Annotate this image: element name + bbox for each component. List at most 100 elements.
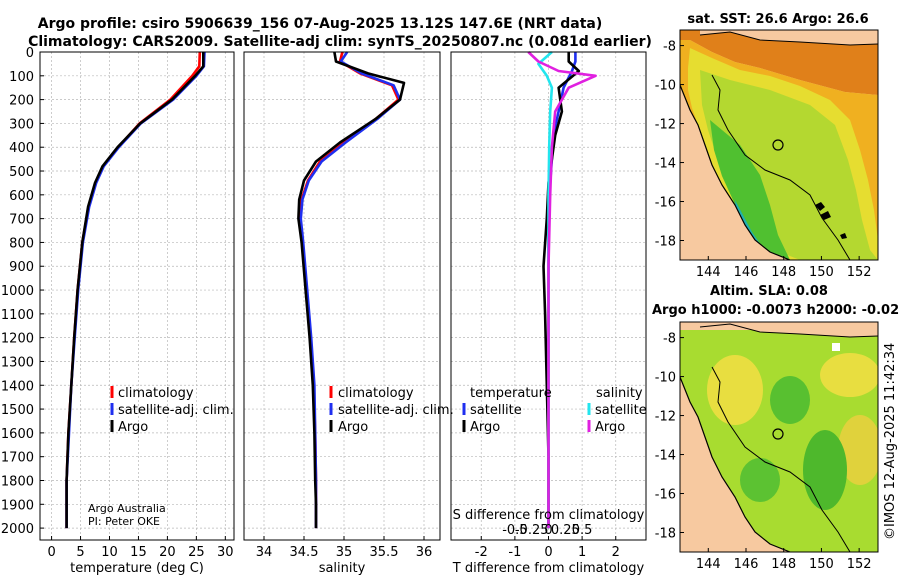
map-y-tick-label: -16 <box>655 488 676 503</box>
map-x-tick-label: 150 <box>809 265 834 280</box>
map-y-tick-label: -18 <box>655 527 676 542</box>
series-line <box>65 52 205 529</box>
secondary-tick-label: 0.5 <box>572 523 593 538</box>
salinity-legend: climatology satellite-adj. clim. Argo <box>329 386 454 435</box>
credit-line2: PI: Peter OKE <box>88 515 160 528</box>
y-tick-label: 200 <box>9 94 34 109</box>
series-line <box>297 51 406 529</box>
x-tick-label: 34 <box>256 545 273 560</box>
credit-line1: Argo Australia <box>88 502 166 515</box>
y-tick-label: 1600 <box>1 427 34 442</box>
x-tick-label: 34.5 <box>290 545 319 560</box>
sla-map-low-1 <box>770 376 810 424</box>
sla-map-title-line1: Altim. SLA: 0.08 <box>710 284 828 299</box>
map-ticks: 144 146 148 150 152 -8 -10 -12 -14 -16 -18 144 146 14… <box>655 40 872 572</box>
x-axis-label: T difference from climatology <box>452 561 645 576</box>
sst-map-title: sat. SST: 26.6 Argo: 26.6 <box>687 12 868 27</box>
legend-climatology-label: climatology <box>118 386 194 401</box>
y-tick-label: 0 <box>26 46 34 61</box>
map-x-tick-label: 150 <box>809 557 834 572</box>
x-tick-label: -2 <box>475 545 488 560</box>
y-tick-label: 600 <box>9 189 34 204</box>
x-tick-label: 25 <box>188 545 205 560</box>
legend-diff-temperature-title: temperature <box>470 386 552 401</box>
sla-map-coastline <box>680 376 791 552</box>
sst-map <box>679 29 879 261</box>
map-y-tick-label: -10 <box>655 79 676 94</box>
legend-s-argo-label: Argo <box>338 420 368 435</box>
sla-map-png <box>700 322 878 337</box>
figure-title-line2: Climatology: CARS2009. Satellite-adj cli… <box>28 34 652 50</box>
x-axis-label: salinity <box>319 561 366 576</box>
sla-map-png-coast <box>699 323 878 338</box>
sla-map-high-1 <box>707 355 763 425</box>
x-tick-label: 0 <box>47 545 55 560</box>
x-tick-label: 10 <box>101 545 118 560</box>
map-y-tick-label: -8 <box>663 40 676 55</box>
map-y-tick-label: -18 <box>655 235 676 250</box>
sst-map-ocean-green <box>710 120 790 260</box>
y-tick-label: 1300 <box>1 355 34 370</box>
map-x-tick-label: 146 <box>734 557 759 572</box>
map-x-tick-label: 146 <box>734 265 759 280</box>
map-y-tick-label: -10 <box>655 371 676 386</box>
legend-diff-salinity-title: salinity <box>596 386 643 401</box>
sla-map <box>679 321 879 553</box>
x-tick-label: 15 <box>130 545 147 560</box>
y-tick-label: 100 <box>9 70 34 85</box>
y-tick-label: 1000 <box>1 284 34 299</box>
figure-title-line1: Argo profile: csiro 5906639_156 07-Aug-2… <box>38 16 602 32</box>
secondary-tick-label: 0.25 <box>551 523 580 538</box>
x-tick-label: 35.5 <box>370 545 399 560</box>
secondary-tick-label: -0.5 <box>502 523 527 538</box>
sst-map-reef-contour <box>711 74 851 260</box>
sst-map-argo-marker <box>772 139 784 151</box>
legend-argo-label: Argo <box>118 420 148 435</box>
temperature-legend: climatology satellite-adj. clim. Argo <box>110 386 234 435</box>
x-tick-label: 20 <box>159 545 176 560</box>
map-x-tick-label: 152 <box>847 265 872 280</box>
sst-map-coastline <box>680 84 791 260</box>
y-tick-label: 1500 <box>1 403 34 418</box>
y-tick-label: 800 <box>9 236 34 251</box>
map-y-tick-label: -14 <box>655 157 676 172</box>
map-x-tick-label: 148 <box>771 557 796 572</box>
plot-frame <box>243 51 441 541</box>
legend-diff-s-argo-label: Argo <box>595 420 625 435</box>
y-tick-label: 1200 <box>1 332 34 347</box>
legend-diff-s-satellite-label: satellite <box>595 403 647 418</box>
x-tick-label: 0 <box>544 545 552 560</box>
x-tick-label: 1 <box>578 545 586 560</box>
temperature-panel: 0 5 10 15 20 25 30 temperature (deg C) 0 100 200 30… <box>1 46 235 576</box>
map-x-tick-label: 144 <box>696 557 721 572</box>
x-tick-label: 5 <box>76 545 84 560</box>
sst-map-australia <box>680 85 790 260</box>
y-tick-label: 300 <box>9 117 34 132</box>
y-tick-label: 1400 <box>1 379 34 394</box>
legend-s-climatology-label: climatology <box>338 386 414 401</box>
legend-s-satellite-label: satellite-adj. clim. <box>338 403 454 418</box>
y-tick-label: 500 <box>9 165 34 180</box>
sla-map-australia <box>680 377 790 552</box>
map-y-tick-label: -14 <box>655 449 676 464</box>
y-tick-label: 400 <box>9 141 34 156</box>
sst-map-reefs <box>815 202 847 239</box>
x-tick-label: 36 <box>416 545 433 560</box>
map-y-tick-label: -12 <box>655 410 676 425</box>
series-line <box>527 51 597 529</box>
y-tick-label: 1900 <box>1 498 34 513</box>
sla-map-frame <box>679 321 879 553</box>
sst-map-png-coast <box>699 31 878 46</box>
legend-diff-t-argo-label: Argo <box>470 420 500 435</box>
sla-map-low-2 <box>803 430 847 510</box>
sla-map-high-3 <box>838 415 878 485</box>
map-x-tick-label: 152 <box>847 557 872 572</box>
sla-map-missing-data <box>832 343 840 351</box>
y-tick-label: 1100 <box>1 308 34 323</box>
sst-map-png <box>700 30 878 45</box>
y-tick-label: 2000 <box>1 522 34 537</box>
series-line <box>65 51 206 529</box>
sst-map-warm-region <box>680 30 878 95</box>
sst-map-frame <box>679 29 879 261</box>
